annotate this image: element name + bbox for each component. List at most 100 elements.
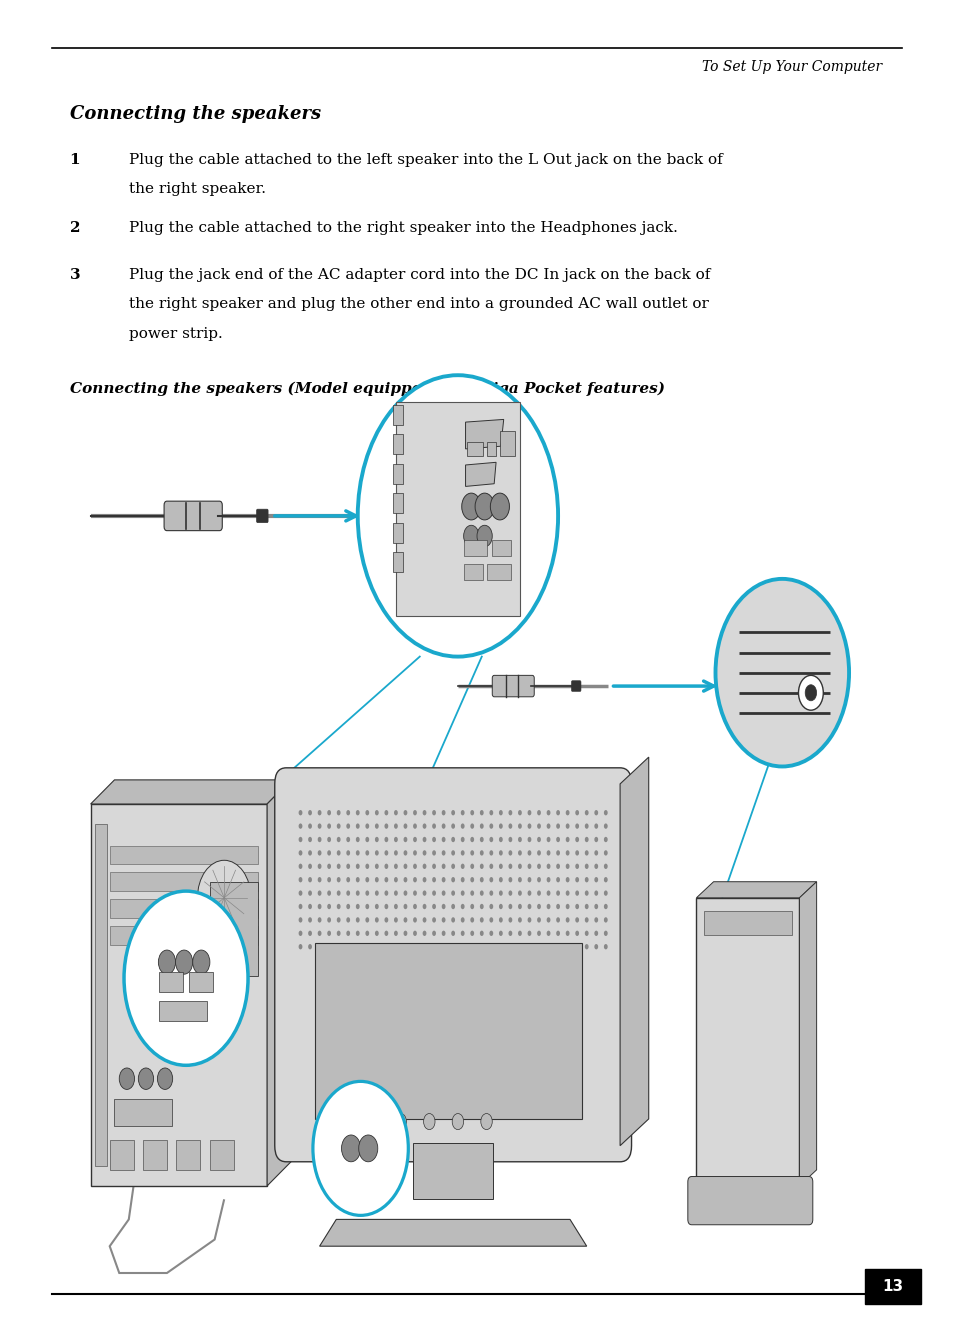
Circle shape xyxy=(517,891,521,896)
FancyBboxPatch shape xyxy=(95,824,107,1166)
Circle shape xyxy=(346,917,350,923)
Circle shape xyxy=(565,809,569,815)
Circle shape xyxy=(556,891,559,896)
Circle shape xyxy=(355,903,359,910)
Circle shape xyxy=(460,823,464,828)
Circle shape xyxy=(327,864,331,870)
Circle shape xyxy=(298,809,302,815)
Circle shape xyxy=(556,876,559,883)
Circle shape xyxy=(451,917,455,923)
Circle shape xyxy=(375,891,378,896)
Circle shape xyxy=(489,917,493,923)
Circle shape xyxy=(565,836,569,843)
Circle shape xyxy=(317,917,321,923)
FancyBboxPatch shape xyxy=(393,434,402,454)
Circle shape xyxy=(715,579,848,766)
Circle shape xyxy=(336,851,340,856)
Circle shape xyxy=(441,823,445,828)
Circle shape xyxy=(422,891,426,896)
FancyBboxPatch shape xyxy=(143,1140,167,1170)
Circle shape xyxy=(508,809,512,815)
Circle shape xyxy=(346,836,350,843)
Circle shape xyxy=(461,493,480,520)
Circle shape xyxy=(489,851,493,856)
Circle shape xyxy=(470,864,474,870)
Circle shape xyxy=(603,931,607,937)
Circle shape xyxy=(489,876,493,883)
Circle shape xyxy=(565,823,569,828)
Circle shape xyxy=(327,876,331,883)
Circle shape xyxy=(158,950,175,974)
Circle shape xyxy=(575,931,578,937)
Circle shape xyxy=(594,864,598,870)
FancyBboxPatch shape xyxy=(110,846,257,864)
Circle shape xyxy=(432,851,436,856)
Circle shape xyxy=(422,931,426,937)
Circle shape xyxy=(422,836,426,843)
FancyBboxPatch shape xyxy=(159,1001,207,1021)
Circle shape xyxy=(537,836,540,843)
Circle shape xyxy=(470,891,474,896)
Circle shape xyxy=(594,809,598,815)
Circle shape xyxy=(603,809,607,815)
Circle shape xyxy=(508,891,512,896)
Circle shape xyxy=(498,903,502,910)
Circle shape xyxy=(594,851,598,856)
Circle shape xyxy=(584,864,588,870)
Circle shape xyxy=(197,860,251,935)
Circle shape xyxy=(298,836,302,843)
Circle shape xyxy=(517,809,521,815)
Circle shape xyxy=(308,931,312,937)
Circle shape xyxy=(460,836,464,843)
Circle shape xyxy=(470,917,474,923)
Circle shape xyxy=(441,876,445,883)
FancyBboxPatch shape xyxy=(864,1269,920,1304)
Circle shape xyxy=(575,836,578,843)
Circle shape xyxy=(403,891,407,896)
Circle shape xyxy=(308,809,312,815)
Circle shape xyxy=(594,945,598,950)
FancyBboxPatch shape xyxy=(393,552,402,572)
Circle shape xyxy=(517,903,521,910)
Circle shape xyxy=(527,809,531,815)
FancyBboxPatch shape xyxy=(463,540,487,556)
Circle shape xyxy=(479,836,483,843)
Circle shape xyxy=(594,931,598,937)
Circle shape xyxy=(546,823,550,828)
Circle shape xyxy=(489,823,493,828)
Circle shape xyxy=(584,809,588,815)
Circle shape xyxy=(479,891,483,896)
Circle shape xyxy=(565,931,569,937)
Circle shape xyxy=(584,903,588,910)
Circle shape xyxy=(594,823,598,828)
Circle shape xyxy=(384,851,388,856)
Circle shape xyxy=(317,823,321,828)
Circle shape xyxy=(403,876,407,883)
Circle shape xyxy=(498,945,502,950)
Circle shape xyxy=(336,891,340,896)
Circle shape xyxy=(157,1068,172,1089)
Circle shape xyxy=(403,945,407,950)
Circle shape xyxy=(327,836,331,843)
Circle shape xyxy=(346,851,350,856)
Circle shape xyxy=(556,864,559,870)
FancyBboxPatch shape xyxy=(499,431,515,456)
Circle shape xyxy=(355,809,359,815)
FancyBboxPatch shape xyxy=(110,899,257,918)
Text: VAIO: VAIO xyxy=(166,1005,210,1022)
Circle shape xyxy=(394,864,397,870)
Circle shape xyxy=(451,891,455,896)
Circle shape xyxy=(327,823,331,828)
Circle shape xyxy=(565,876,569,883)
Circle shape xyxy=(498,809,502,815)
Text: the right speaker and plug the other end into a grounded AC wall outlet or: the right speaker and plug the other end… xyxy=(129,297,708,311)
Circle shape xyxy=(463,525,478,547)
Circle shape xyxy=(517,931,521,937)
Circle shape xyxy=(475,493,494,520)
Circle shape xyxy=(327,891,331,896)
FancyBboxPatch shape xyxy=(256,509,268,523)
FancyBboxPatch shape xyxy=(687,1177,812,1225)
Circle shape xyxy=(451,809,455,815)
Circle shape xyxy=(432,809,436,815)
Circle shape xyxy=(365,864,369,870)
